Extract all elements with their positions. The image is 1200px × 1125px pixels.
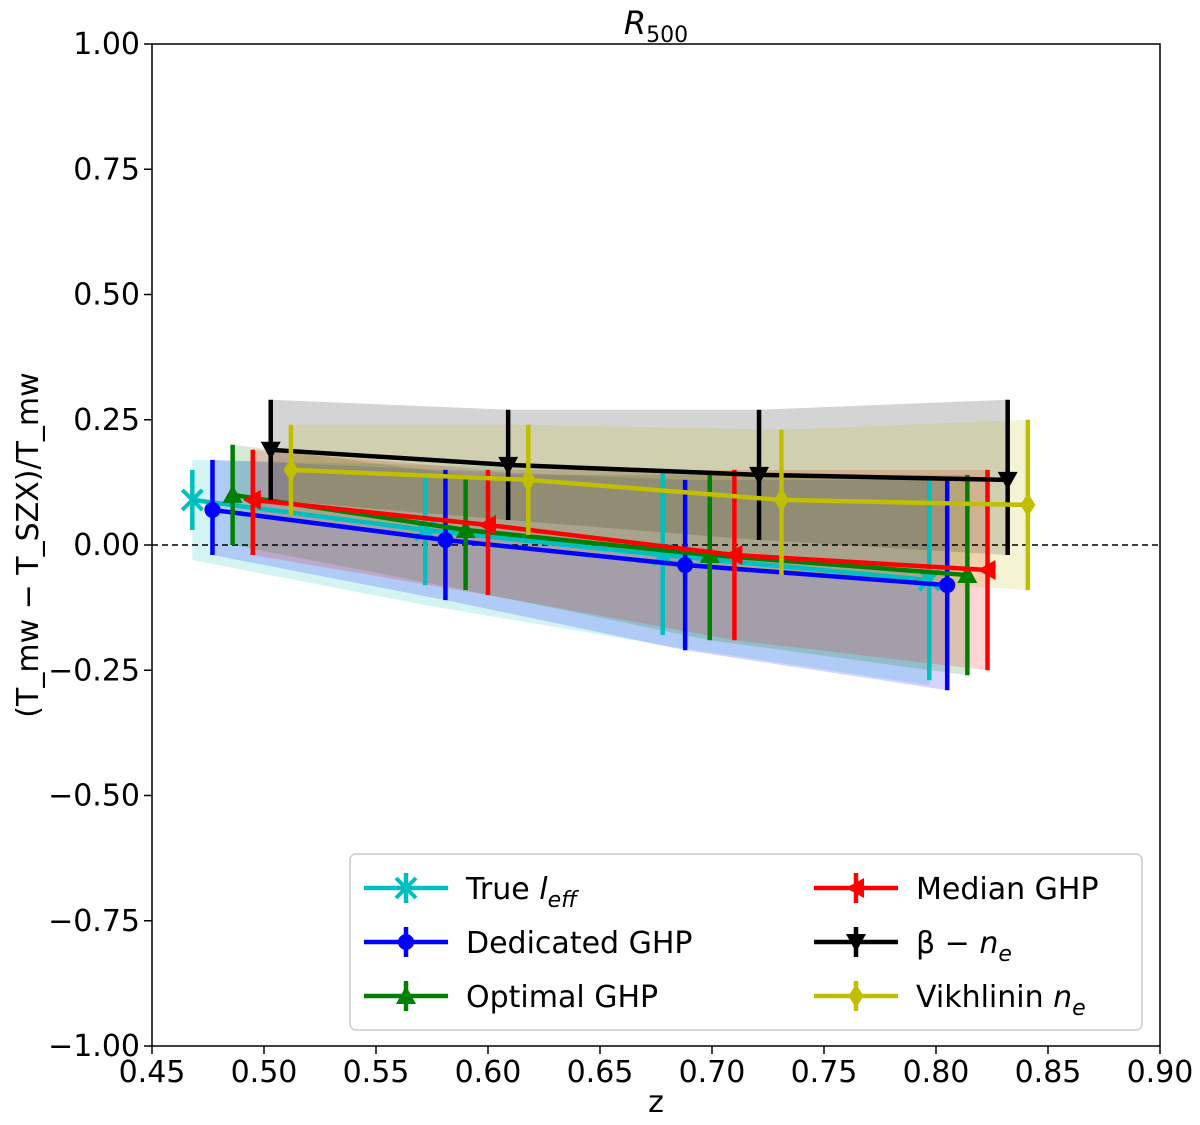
data-point bbox=[846, 878, 864, 898]
series-layer bbox=[180, 399, 1036, 691]
data-point bbox=[394, 876, 418, 900]
data-point bbox=[180, 488, 204, 512]
data-point bbox=[520, 467, 536, 492]
data-point bbox=[773, 487, 789, 512]
x-tick-label: 0.75 bbox=[791, 1055, 858, 1090]
data-point bbox=[260, 441, 281, 460]
legend-entry: Median GHP bbox=[814, 872, 1099, 907]
series-2 bbox=[222, 444, 978, 676]
legend-entry: Optimal GHP bbox=[364, 980, 658, 1015]
data-point bbox=[848, 984, 864, 1008]
y-tick-label: −0.50 bbox=[48, 779, 140, 814]
legend-entry: Vikhlinin ne bbox=[814, 980, 1086, 1021]
series-line bbox=[270, 447, 1008, 483]
series-line bbox=[290, 467, 1028, 508]
data-point bbox=[283, 457, 299, 482]
data-point bbox=[498, 456, 519, 475]
data-point bbox=[398, 934, 414, 950]
data-point bbox=[977, 560, 996, 581]
series-line bbox=[232, 492, 968, 578]
series-4 bbox=[260, 399, 1018, 556]
x-tick-label: 0.60 bbox=[455, 1055, 522, 1090]
series-5 bbox=[283, 419, 1036, 591]
x-tick-label: 0.85 bbox=[1015, 1055, 1082, 1090]
data-point bbox=[846, 934, 866, 952]
data-point bbox=[997, 471, 1018, 490]
legend-label: True leff bbox=[465, 872, 579, 913]
y-tick-label: −1.00 bbox=[48, 1029, 140, 1064]
x-tick-label: 0.70 bbox=[679, 1055, 746, 1090]
legend: True leff Dedicated GHP Optimal GHP Median … bbox=[349, 853, 1143, 1031]
data-point bbox=[455, 519, 476, 538]
series-line bbox=[192, 497, 930, 583]
data-point bbox=[939, 577, 956, 594]
error-band bbox=[270, 399, 1008, 556]
legend-label: Vikhlinin ne bbox=[916, 980, 1086, 1021]
series-3 bbox=[242, 449, 996, 671]
series-line bbox=[212, 507, 948, 588]
legend-label: Median GHP bbox=[916, 872, 1099, 907]
y-tick-label: 0.50 bbox=[73, 278, 140, 313]
x-tick-label: 0.90 bbox=[1127, 1055, 1194, 1090]
legend-label: Optimal GHP bbox=[466, 980, 658, 1015]
y-axis: −1.00 −0.75 −0.50 −0.25 0.00 0.25 0.50 0.75 1.00 bbox=[48, 27, 152, 1064]
data-point bbox=[478, 514, 496, 535]
x-axis: 0.45 0.50 0.55 0.60 0.65 0.70 0.75 0.80 0.85 0.90 bbox=[119, 1046, 1194, 1090]
x-tick-label: 0.45 bbox=[119, 1055, 186, 1090]
y-tick-label: −0.25 bbox=[48, 653, 140, 688]
series-1 bbox=[204, 459, 956, 691]
data-point bbox=[222, 484, 243, 503]
legend-box bbox=[349, 853, 1143, 1031]
legend-entry: β − ne bbox=[814, 926, 1012, 967]
y-tick-label: 0.75 bbox=[73, 152, 140, 187]
data-point bbox=[677, 557, 694, 574]
y-tick-label: 0.00 bbox=[73, 528, 140, 563]
data-point bbox=[724, 545, 743, 566]
legend-label: β − ne bbox=[916, 926, 1012, 967]
legend-entry: Dedicated GHP bbox=[364, 926, 693, 961]
x-axis-label: z bbox=[648, 1085, 664, 1120]
y-axis-label: (T_mw − T_SZX)/T_mw bbox=[11, 372, 46, 717]
y-tick-label: 1.00 bbox=[73, 27, 140, 62]
legend-entry: True leff bbox=[364, 872, 579, 913]
data-point bbox=[396, 986, 416, 1004]
x-tick-label: 0.65 bbox=[567, 1055, 634, 1090]
x-tick-label: 0.55 bbox=[343, 1055, 410, 1090]
data-point bbox=[204, 501, 221, 518]
title-sub: 500 bbox=[646, 23, 688, 48]
y-tick-label: −0.75 bbox=[48, 904, 140, 939]
x-tick-label: 0.80 bbox=[903, 1055, 970, 1090]
series-line bbox=[252, 497, 988, 573]
data-point bbox=[242, 489, 261, 510]
data-point bbox=[749, 466, 770, 485]
chart-title: R500 bbox=[624, 4, 688, 48]
data-point bbox=[1020, 492, 1036, 517]
data-point bbox=[437, 531, 454, 548]
title-main: R bbox=[624, 4, 646, 42]
x-tick-label: 0.50 bbox=[231, 1055, 298, 1090]
legend-label: Dedicated GHP bbox=[466, 926, 693, 961]
data-point bbox=[957, 565, 978, 584]
y-tick-label: 0.25 bbox=[73, 403, 140, 438]
